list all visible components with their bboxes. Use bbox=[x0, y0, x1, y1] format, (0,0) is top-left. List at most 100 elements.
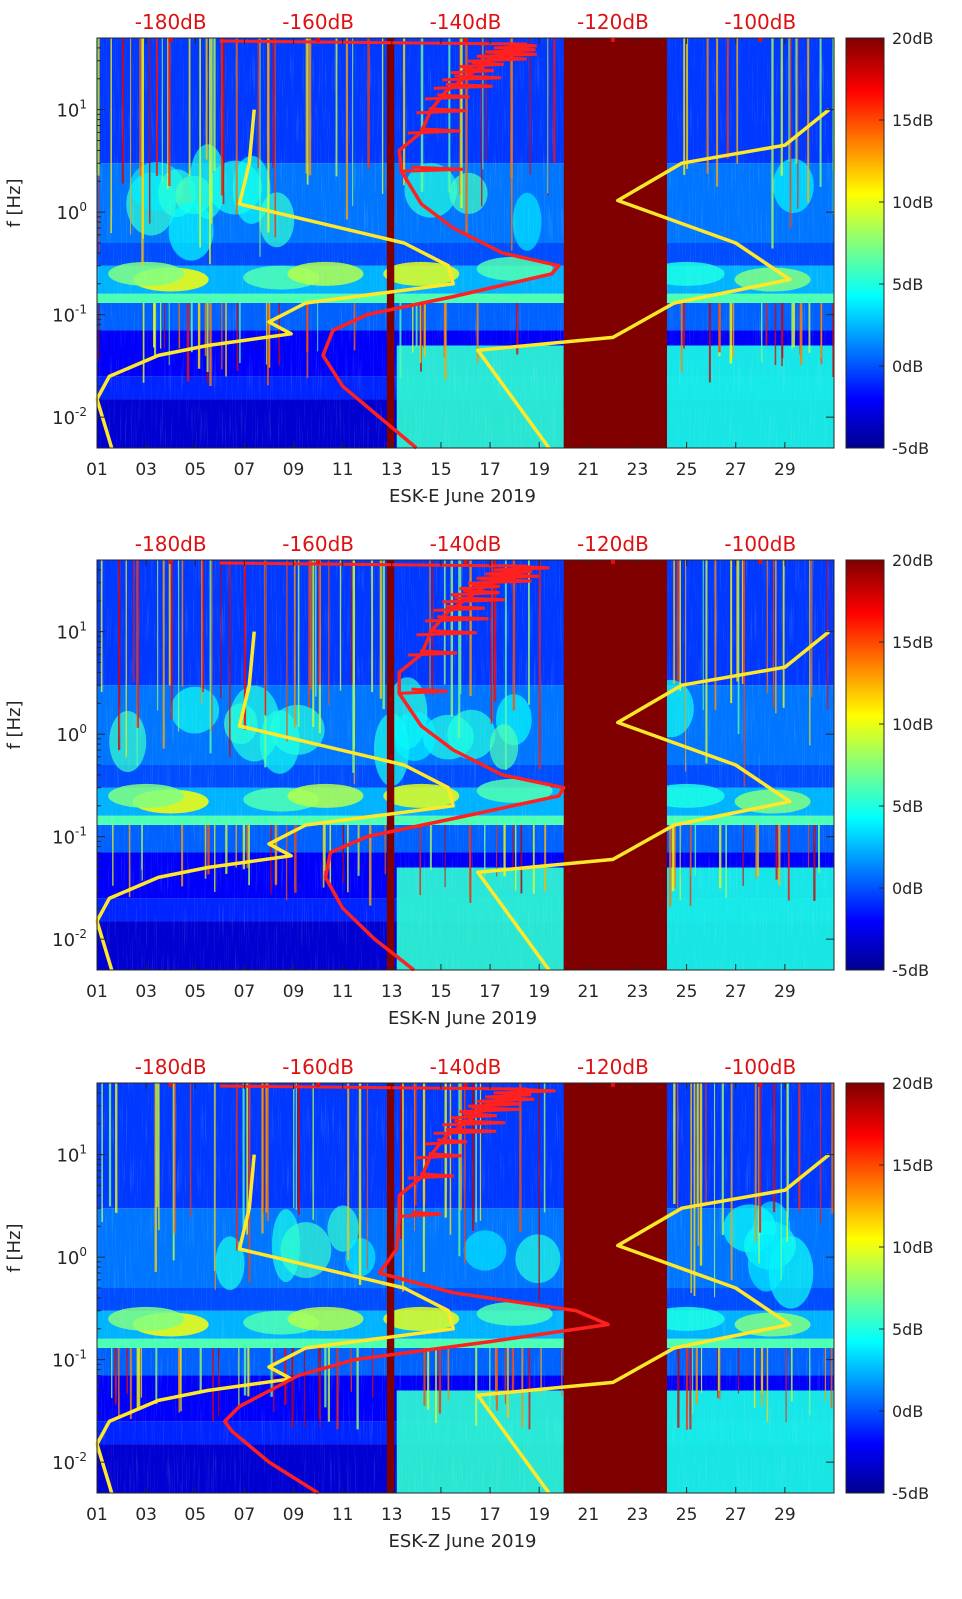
red-noise-spread bbox=[424, 93, 470, 101]
yellow-curve-right bbox=[476, 630, 831, 972]
x-tick-label: 15 bbox=[430, 460, 452, 480]
red-noise-spread bbox=[433, 82, 493, 90]
heatmap-texture bbox=[97, 1083, 834, 1493]
x-tick-label: 27 bbox=[725, 460, 747, 480]
x-axis-label: ESK-N June 2019 bbox=[388, 1008, 537, 1029]
red-noise-spread bbox=[442, 596, 505, 604]
x-tick-label: 19 bbox=[528, 460, 550, 480]
colorbar-label: 5dB bbox=[892, 1320, 923, 1339]
top-db-tick bbox=[316, 38, 321, 42]
x-tick-label: 17 bbox=[479, 982, 501, 1002]
red-noise-spread bbox=[459, 60, 504, 69]
colorbar-label: 10dB bbox=[892, 193, 934, 212]
x-tick-label: 19 bbox=[528, 1505, 550, 1525]
red-noise-spread bbox=[433, 1127, 497, 1135]
colorbar-label: 20dB bbox=[892, 29, 934, 48]
y-tick-label: 100 bbox=[56, 1245, 87, 1269]
red-noise-spread bbox=[416, 1152, 462, 1160]
red-noise-spread bbox=[459, 1105, 519, 1114]
colorbar-label: 20dB bbox=[892, 551, 934, 570]
red-noise-spread bbox=[467, 55, 527, 63]
top-db-label: -180dB bbox=[135, 532, 207, 556]
red-noise-spread bbox=[416, 107, 467, 115]
red-top-trace bbox=[219, 561, 527, 568]
data-gap bbox=[563, 1083, 667, 1493]
x-tick-label: 17 bbox=[479, 1505, 501, 1525]
x-tick-label: 25 bbox=[676, 1505, 698, 1525]
top-db-label: -100dB bbox=[724, 1055, 796, 1079]
x-tick-label: 17 bbox=[479, 460, 501, 480]
top-db-tick bbox=[168, 38, 173, 42]
data-gap bbox=[563, 560, 667, 970]
y-axis-label: f [Hz] bbox=[4, 700, 25, 749]
x-tick-label: 09 bbox=[283, 1505, 305, 1525]
colorbar-label: 10dB bbox=[892, 715, 934, 734]
red-noise-spread bbox=[433, 604, 485, 612]
x-tick-label: 11 bbox=[332, 1505, 354, 1525]
colorbar-label: 0dB bbox=[892, 357, 923, 376]
x-tick-label: 23 bbox=[627, 1505, 649, 1525]
red-noise-spread bbox=[476, 50, 537, 58]
red-noise-spread bbox=[450, 589, 500, 597]
top-db-label: -160dB bbox=[282, 532, 354, 556]
x-tick-label: 09 bbox=[283, 460, 305, 480]
x-tick-label: 07 bbox=[234, 460, 256, 480]
colorbar-label: 15dB bbox=[892, 111, 934, 130]
colorbar-label: 5dB bbox=[892, 275, 923, 294]
top-db-label: -180dB bbox=[135, 1055, 207, 1079]
top-db-tick bbox=[168, 560, 173, 564]
top-db-tick bbox=[610, 560, 615, 564]
red-noise-spread bbox=[416, 629, 477, 637]
red-noise-spread bbox=[467, 577, 532, 585]
x-tick-label: 13 bbox=[381, 460, 403, 480]
heatmap bbox=[96, 38, 835, 448]
panel-1: 01 03 05 07 09 11 13 15 17 19 21 23 25 27 29 ESK-N June… bbox=[4, 532, 934, 1029]
x-tick-label: 01 bbox=[86, 460, 108, 480]
y-axis-label: f [Hz] bbox=[4, 1223, 25, 1272]
x-tick-label: 21 bbox=[578, 460, 600, 480]
top-db-label: -140dB bbox=[430, 10, 502, 34]
top-db-label: -140dB bbox=[430, 532, 502, 556]
colorbar-label: 0dB bbox=[892, 879, 923, 898]
red-top-trace bbox=[219, 39, 527, 46]
x-tick-label: 29 bbox=[774, 982, 796, 1002]
y-tick-label: 100 bbox=[56, 200, 87, 224]
colorbar-label: 15dB bbox=[892, 1156, 934, 1175]
top-db-tick bbox=[316, 560, 321, 564]
top-db-tick bbox=[168, 1083, 173, 1087]
top-db-label: -160dB bbox=[282, 10, 354, 34]
x-tick-label: 29 bbox=[774, 1505, 796, 1525]
top-db-label: -160dB bbox=[282, 1055, 354, 1079]
y-tick-label: 100 bbox=[56, 722, 87, 746]
x-tick-label: 27 bbox=[725, 1505, 747, 1525]
y-tick-label: 10-1 bbox=[52, 825, 87, 849]
x-tick-label: 09 bbox=[283, 982, 305, 1002]
red-noise-spread bbox=[450, 67, 494, 75]
heatmap-texture bbox=[97, 560, 834, 970]
red-noise-spread bbox=[476, 572, 539, 580]
x-tick-label: 03 bbox=[135, 982, 157, 1002]
x-tick-label: 01 bbox=[86, 982, 108, 1002]
red-noise-spread bbox=[459, 582, 500, 591]
top-db-tick bbox=[610, 38, 615, 42]
red-noise-spread bbox=[399, 1210, 442, 1218]
colorbar-label: -5dB bbox=[892, 439, 929, 458]
x-tick-label: 23 bbox=[627, 982, 649, 1002]
x-tick-label: 21 bbox=[578, 982, 600, 1002]
top-db-tick bbox=[463, 38, 468, 42]
yellow-curve-right bbox=[476, 1153, 831, 1495]
x-tick-label: 27 bbox=[725, 982, 747, 1002]
x-tick-label: 05 bbox=[184, 982, 206, 1002]
y-tick-label: 101 bbox=[56, 1143, 87, 1167]
red-noise-spread bbox=[399, 687, 448, 695]
x-tick-label: 05 bbox=[184, 1505, 206, 1525]
colorbar-label: 15dB bbox=[892, 633, 934, 652]
colorbar-label: 10dB bbox=[892, 1238, 934, 1257]
y-tick-label: 10-2 bbox=[52, 405, 87, 429]
red-noise-spread bbox=[407, 127, 461, 135]
data-gap bbox=[563, 38, 667, 448]
x-tick-label: 03 bbox=[135, 460, 157, 480]
y-tick-label: 10-2 bbox=[52, 927, 87, 951]
x-tick-label: 11 bbox=[332, 460, 354, 480]
